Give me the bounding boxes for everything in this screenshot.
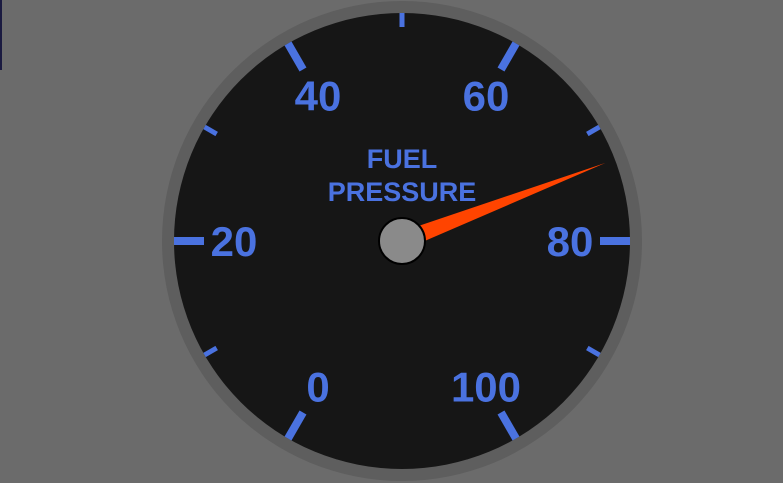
major-tick bbox=[497, 410, 520, 441]
minor-tick bbox=[203, 124, 218, 137]
gauge-title-line1: FUEL bbox=[367, 144, 438, 174]
tick-label-20: 20 bbox=[211, 218, 258, 265]
tick-label-60: 60 bbox=[463, 73, 510, 120]
tick-marks bbox=[174, 13, 630, 441]
minor-tick bbox=[586, 124, 601, 137]
needle-hub bbox=[378, 217, 426, 265]
tick-label-0: 0 bbox=[306, 363, 329, 410]
minor-tick bbox=[203, 345, 218, 358]
window-edge bbox=[0, 0, 2, 70]
gauge-title-line2: PRESSURE bbox=[328, 177, 477, 207]
tick-labels: 0 20 40 60 80 100 bbox=[211, 73, 594, 411]
tick-label-80: 80 bbox=[547, 218, 594, 265]
major-tick bbox=[284, 41, 307, 72]
major-tick bbox=[497, 41, 520, 72]
minor-tick bbox=[586, 345, 601, 358]
tick-label-100: 100 bbox=[451, 363, 521, 410]
tick-label-40: 40 bbox=[295, 73, 342, 120]
gauge-needle bbox=[398, 162, 606, 250]
major-tick bbox=[284, 410, 307, 441]
